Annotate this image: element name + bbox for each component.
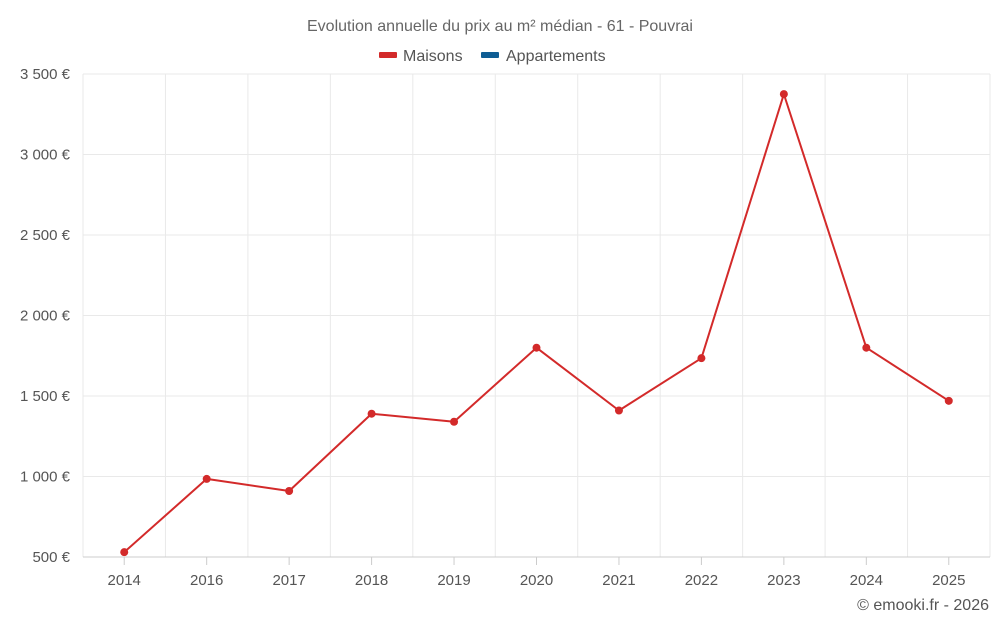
data-point[interactable] [697,354,706,363]
x-tick-label: 2020 [520,572,553,589]
data-point[interactable] [120,548,129,557]
series-maisons [120,90,953,557]
gridlines [82,73,991,557]
x-axis-ticks: 2014 2016 2017 2018 2019 2020 2021 2022 2023 2024… [108,557,965,589]
y-tick-label: 1 500 € [20,388,71,405]
legend-label-maisons: Maisons [403,48,463,65]
x-tick-label: 2021 [602,572,635,589]
data-point[interactable] [285,486,294,495]
credit-text: © emooki.fr - 2026 [857,597,989,614]
data-point[interactable] [944,396,953,405]
data-point[interactable] [532,343,541,352]
x-tick-label: 2019 [437,572,470,589]
x-tick-label: 2014 [108,572,141,589]
y-tick-label: 2 500 € [20,227,71,244]
y-tick-label: 3 000 € [20,147,71,164]
x-tick-label: 2025 [932,572,965,589]
x-tick-label: 2017 [272,572,305,589]
chart-title: Evolution annuelle du prix au m² médian … [307,18,693,35]
y-tick-label: 500 € [32,549,70,566]
data-point[interactable] [779,90,788,99]
data-point[interactable] [202,474,211,483]
y-tick-label: 1 000 € [20,469,71,486]
data-point[interactable] [862,343,871,352]
legend-swatch-appartements [481,52,499,58]
legend-item-maisons[interactable]: Maisons [379,48,463,65]
x-tick-label: 2022 [685,572,718,589]
legend-swatch-maisons [379,52,397,58]
data-point[interactable] [367,409,376,418]
y-tick-label: 3 500 € [20,66,71,83]
x-tick-label: 2016 [190,572,223,589]
legend: Maisons Appartements [379,48,606,65]
x-tick-label: 2018 [355,572,388,589]
data-point[interactable] [450,417,459,426]
y-axis-ticks: 500 € 1 000 € 1 500 € 2 000 € 2 500 € 3 000 €… [20,66,71,566]
x-tick-label: 2023 [767,572,800,589]
x-tick-label: 2024 [850,572,883,589]
legend-item-appartements[interactable]: Appartements [481,48,606,65]
legend-label-appartements: Appartements [506,48,606,65]
y-tick-label: 2 000 € [20,308,71,325]
data-point[interactable] [614,406,623,415]
